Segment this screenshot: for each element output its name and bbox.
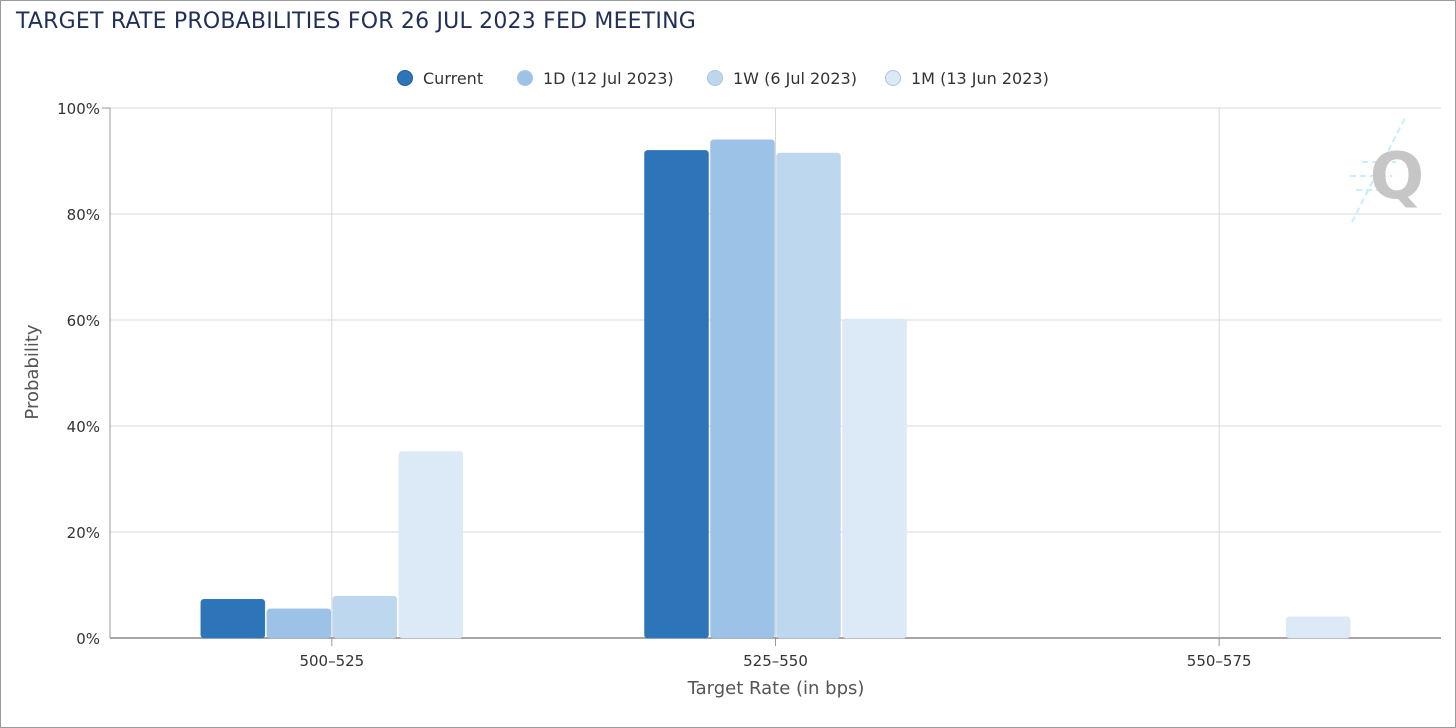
x-axis-ticks: 500–525 525–550 550–575 [299,638,1252,670]
bar-0-1[interactable] [644,150,709,639]
legend-label[interactable]: 1M (13 Jun 2023) [911,69,1049,88]
legend-marker[interactable] [517,70,533,86]
watermark-logo: Q [1350,115,1424,223]
watermark-letter: Q [1370,140,1424,214]
y-tick-label: 60% [67,312,100,330]
y-tick-label: 80% [67,206,100,224]
legend-marker[interactable] [885,70,901,86]
x-tick-label: 500–525 [299,652,364,670]
bar-2-1[interactable] [776,152,841,639]
bar-2-0[interactable] [332,595,398,639]
legend-marker[interactable] [707,70,723,86]
y-tick-label: 100% [57,100,100,118]
x-tick-label: 525–550 [743,652,808,670]
bar-3-1[interactable] [842,318,907,639]
bar-3-2[interactable] [1285,616,1351,639]
y-tick-label: 0% [76,630,100,648]
y-tick-label: 20% [67,524,100,542]
legend-label[interactable]: Current [423,69,483,88]
legend-label[interactable]: 1W (6 Jul 2023) [733,69,857,88]
legend-label[interactable]: 1D (12 Jul 2023) [543,69,674,88]
y-axis-label: Probability [22,324,43,419]
bar-1-0[interactable] [266,608,332,639]
y-tick-label: 40% [67,418,100,436]
x-tick-label: 550–575 [1187,652,1252,670]
bar-0-0[interactable] [200,599,266,639]
chart-title: TARGET RATE PROBABILITIES FOR 26 JUL 202… [16,9,696,34]
bar-1-1[interactable] [710,139,775,639]
x-axis-label: Target Rate (in bps) [687,678,865,699]
bar-3-0[interactable] [398,451,464,639]
y-axis-ticks: 0% 20% 40% 60% 80% 100% [57,100,100,648]
bars [200,139,1351,639]
legend-marker[interactable] [397,70,413,86]
legend: Current 1D (12 Jul 2023) 1W (6 Jul 2023) 1M… [397,69,1049,88]
